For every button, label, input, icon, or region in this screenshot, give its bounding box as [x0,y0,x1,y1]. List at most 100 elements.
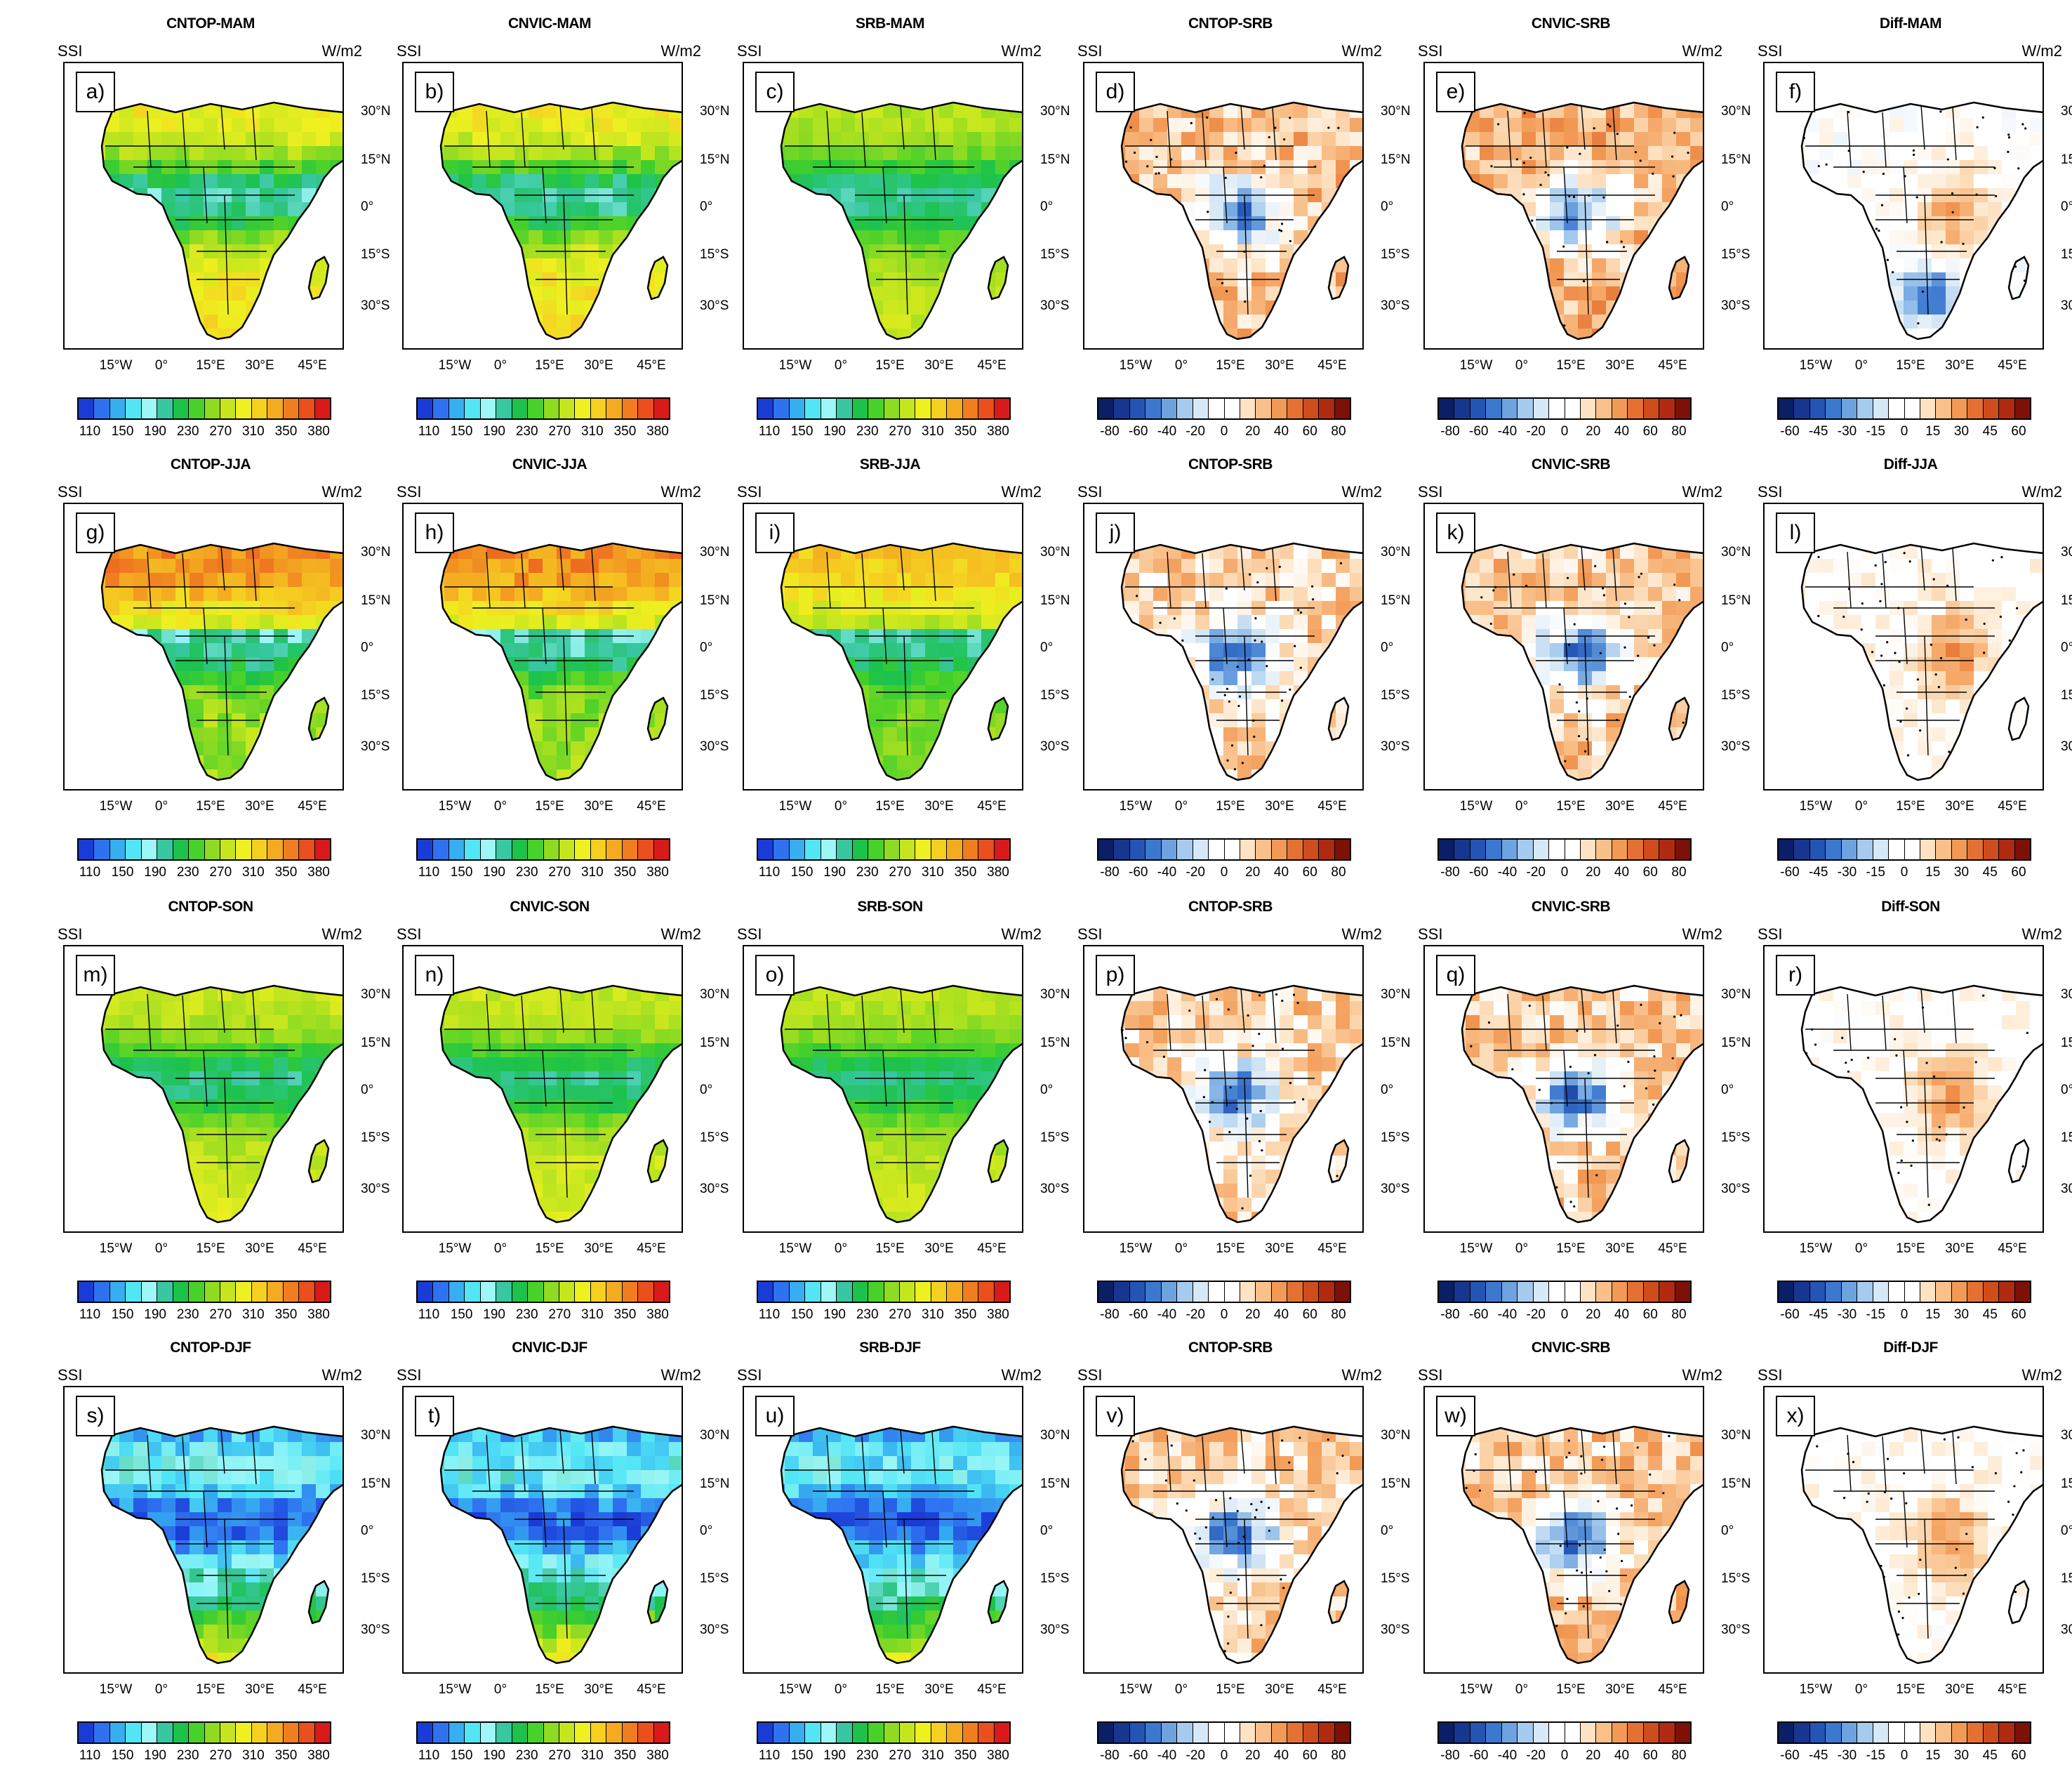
map-cell [911,174,926,189]
map-cell [161,174,176,189]
map-cell [316,118,331,133]
colorbar-segment [1287,399,1303,418]
colorbar-segment [899,399,916,418]
map-cell [204,286,218,301]
map-cell [813,174,828,189]
lon-tick-label: 0° [834,799,848,814]
map-frame [402,62,683,350]
colorbar-segment [157,840,173,859]
map-cell [571,146,585,161]
map-cell [585,146,599,161]
country-border [559,105,564,150]
map-cell [869,132,884,147]
map-cell [883,118,898,133]
colorbar-segment [204,840,220,859]
colorbar-segment [236,399,252,418]
colorbar-segment [1114,840,1130,859]
colorbar-tick-label: -60 [1129,424,1148,439]
map-cell [232,174,246,189]
colorbar-segment [837,840,853,859]
colorbar-tick-label: 230 [176,424,199,439]
lat-tick-label: 30°S [361,298,390,313]
unit-label: W/m2 [660,483,701,501]
colorbar-segment [1224,840,1240,859]
colorbar-tick-label: 80 [1671,424,1687,439]
map-cell [514,132,529,147]
colorbar-segment [449,840,465,859]
colorbar-tick-label: 150 [450,865,473,880]
colorbar-segment [418,840,434,859]
colorbar-segment [1209,840,1225,859]
map-frame [63,62,344,350]
colorbar-segment [251,840,268,859]
colorbar-segment [1983,399,2000,418]
map-cell [799,132,813,147]
map-cell [799,174,813,189]
map-cell [953,174,968,189]
colorbar-segment [543,399,559,418]
colorbar-segment [1334,840,1350,859]
colorbar-tick-label: 110 [79,865,101,880]
map-panel: CNTOP-MAM SSI W/m2 a) 30°N 15°N 0° 15°S 30°S 15°W… [58,15,390,454]
lat-tick-label: 30°N [1381,104,1411,119]
unit-label: W/m2 [660,42,701,60]
panel-label: b) [415,72,454,112]
colorbar-segment [204,399,220,418]
map-cell [529,258,543,273]
coastline [646,256,669,300]
map-cell [939,132,954,147]
colorbar-segment [606,840,623,859]
colorbar-tick-label: 110 [758,865,781,880]
map-cell [529,132,543,147]
lon-tick-label: 15°E [875,358,905,373]
unit-label: W/m2 [1001,42,1042,60]
colorbar-tick-label: -60 [1780,424,1800,439]
map-cell [981,146,996,161]
lat-tick-label: 30°S [1381,298,1410,313]
colorbar-tick-label: 270 [209,865,232,880]
lon-tick-label: 15°E [196,358,225,373]
map-cell [232,286,246,301]
map-cell [855,202,870,217]
map-cell [500,132,515,147]
colorbar-segment [931,840,948,859]
map-cell [133,174,148,189]
map-cell [204,174,218,189]
colorbar-tick-label: 30 [1953,424,1970,439]
map-cell [841,146,856,161]
lon-tick-label: 45°E [637,358,666,373]
map-cell [133,132,148,147]
colorbar-tick-label: -40 [1157,865,1177,880]
map-cell [967,118,982,133]
colorbar-segment [1580,399,1597,418]
map-cell [599,230,613,245]
map-cell [119,118,134,133]
map-cell [939,146,954,161]
map-cell [599,132,613,147]
map-cell [218,132,232,147]
lat-tick-label: 15°S [1381,247,1410,262]
colorbar-segment [220,399,237,418]
colorbar-segment [1193,399,1209,418]
lon-tick-label: 15°W [1459,358,1493,373]
map-cell [557,118,571,133]
lat-tick-label: 30°N [700,104,730,119]
lat-tick-label: 15°N [1381,152,1411,167]
lat-tick-label: 15°N [2061,152,2072,167]
colorbar-tick-label: 230 [856,424,879,439]
map-cell [175,202,190,217]
colorbar-segment [1193,840,1209,859]
colorbar-tick-label: 230 [515,424,538,439]
map-cell [627,118,642,133]
map-cell [232,300,246,315]
map-cell [486,118,501,133]
map-cell [444,118,459,133]
lat-tick-label: 30°N [361,104,391,119]
map-cell [557,132,571,147]
colorbar-tick-label: 310 [241,865,265,880]
map-cell [288,174,303,189]
map-cell [627,160,642,175]
lat-tick-label: 0° [1381,640,1394,655]
lat-tick-label: 15°S [1381,688,1410,703]
map-cell [967,202,982,217]
